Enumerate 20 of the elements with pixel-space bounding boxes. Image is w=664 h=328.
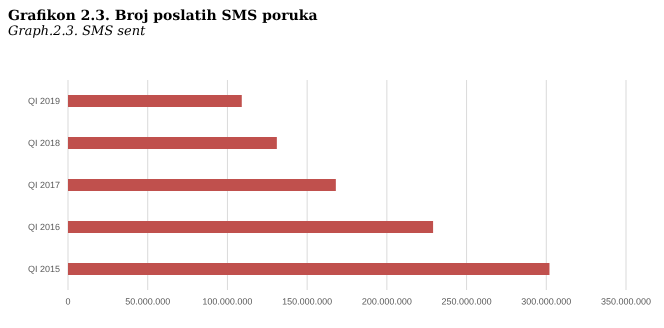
y-tick-label: QI 2016 <box>28 222 60 232</box>
x-tick-label: 50.000.000 <box>125 296 170 306</box>
y-tick-label: QI 2018 <box>28 138 60 148</box>
x-tick-label: 0 <box>65 296 71 306</box>
chart-subtitle: Graph.2.3. SMS sent <box>8 24 146 40</box>
y-tick-label: QI 2019 <box>28 96 60 106</box>
bar <box>68 137 277 149</box>
x-tick-label: 300.000.000 <box>521 296 572 306</box>
bar <box>68 221 434 233</box>
y-tick-label: QI 2017 <box>28 180 60 190</box>
bar <box>68 263 550 275</box>
x-tick-label: 350.000.000 <box>600 296 652 306</box>
x-tick-label: 100.000.000 <box>202 296 252 306</box>
y-tick-label: QI 2015 <box>28 264 60 274</box>
bar <box>68 95 242 107</box>
x-tick-label: 200.000.000 <box>362 296 412 306</box>
bar <box>68 179 336 191</box>
x-tick-label: 250.000.000 <box>442 296 492 306</box>
chart-title: Grafikon 2.3. Broj poslatih SMS poruka <box>8 8 319 24</box>
x-tick-label: 150.000.000 <box>282 296 332 306</box>
